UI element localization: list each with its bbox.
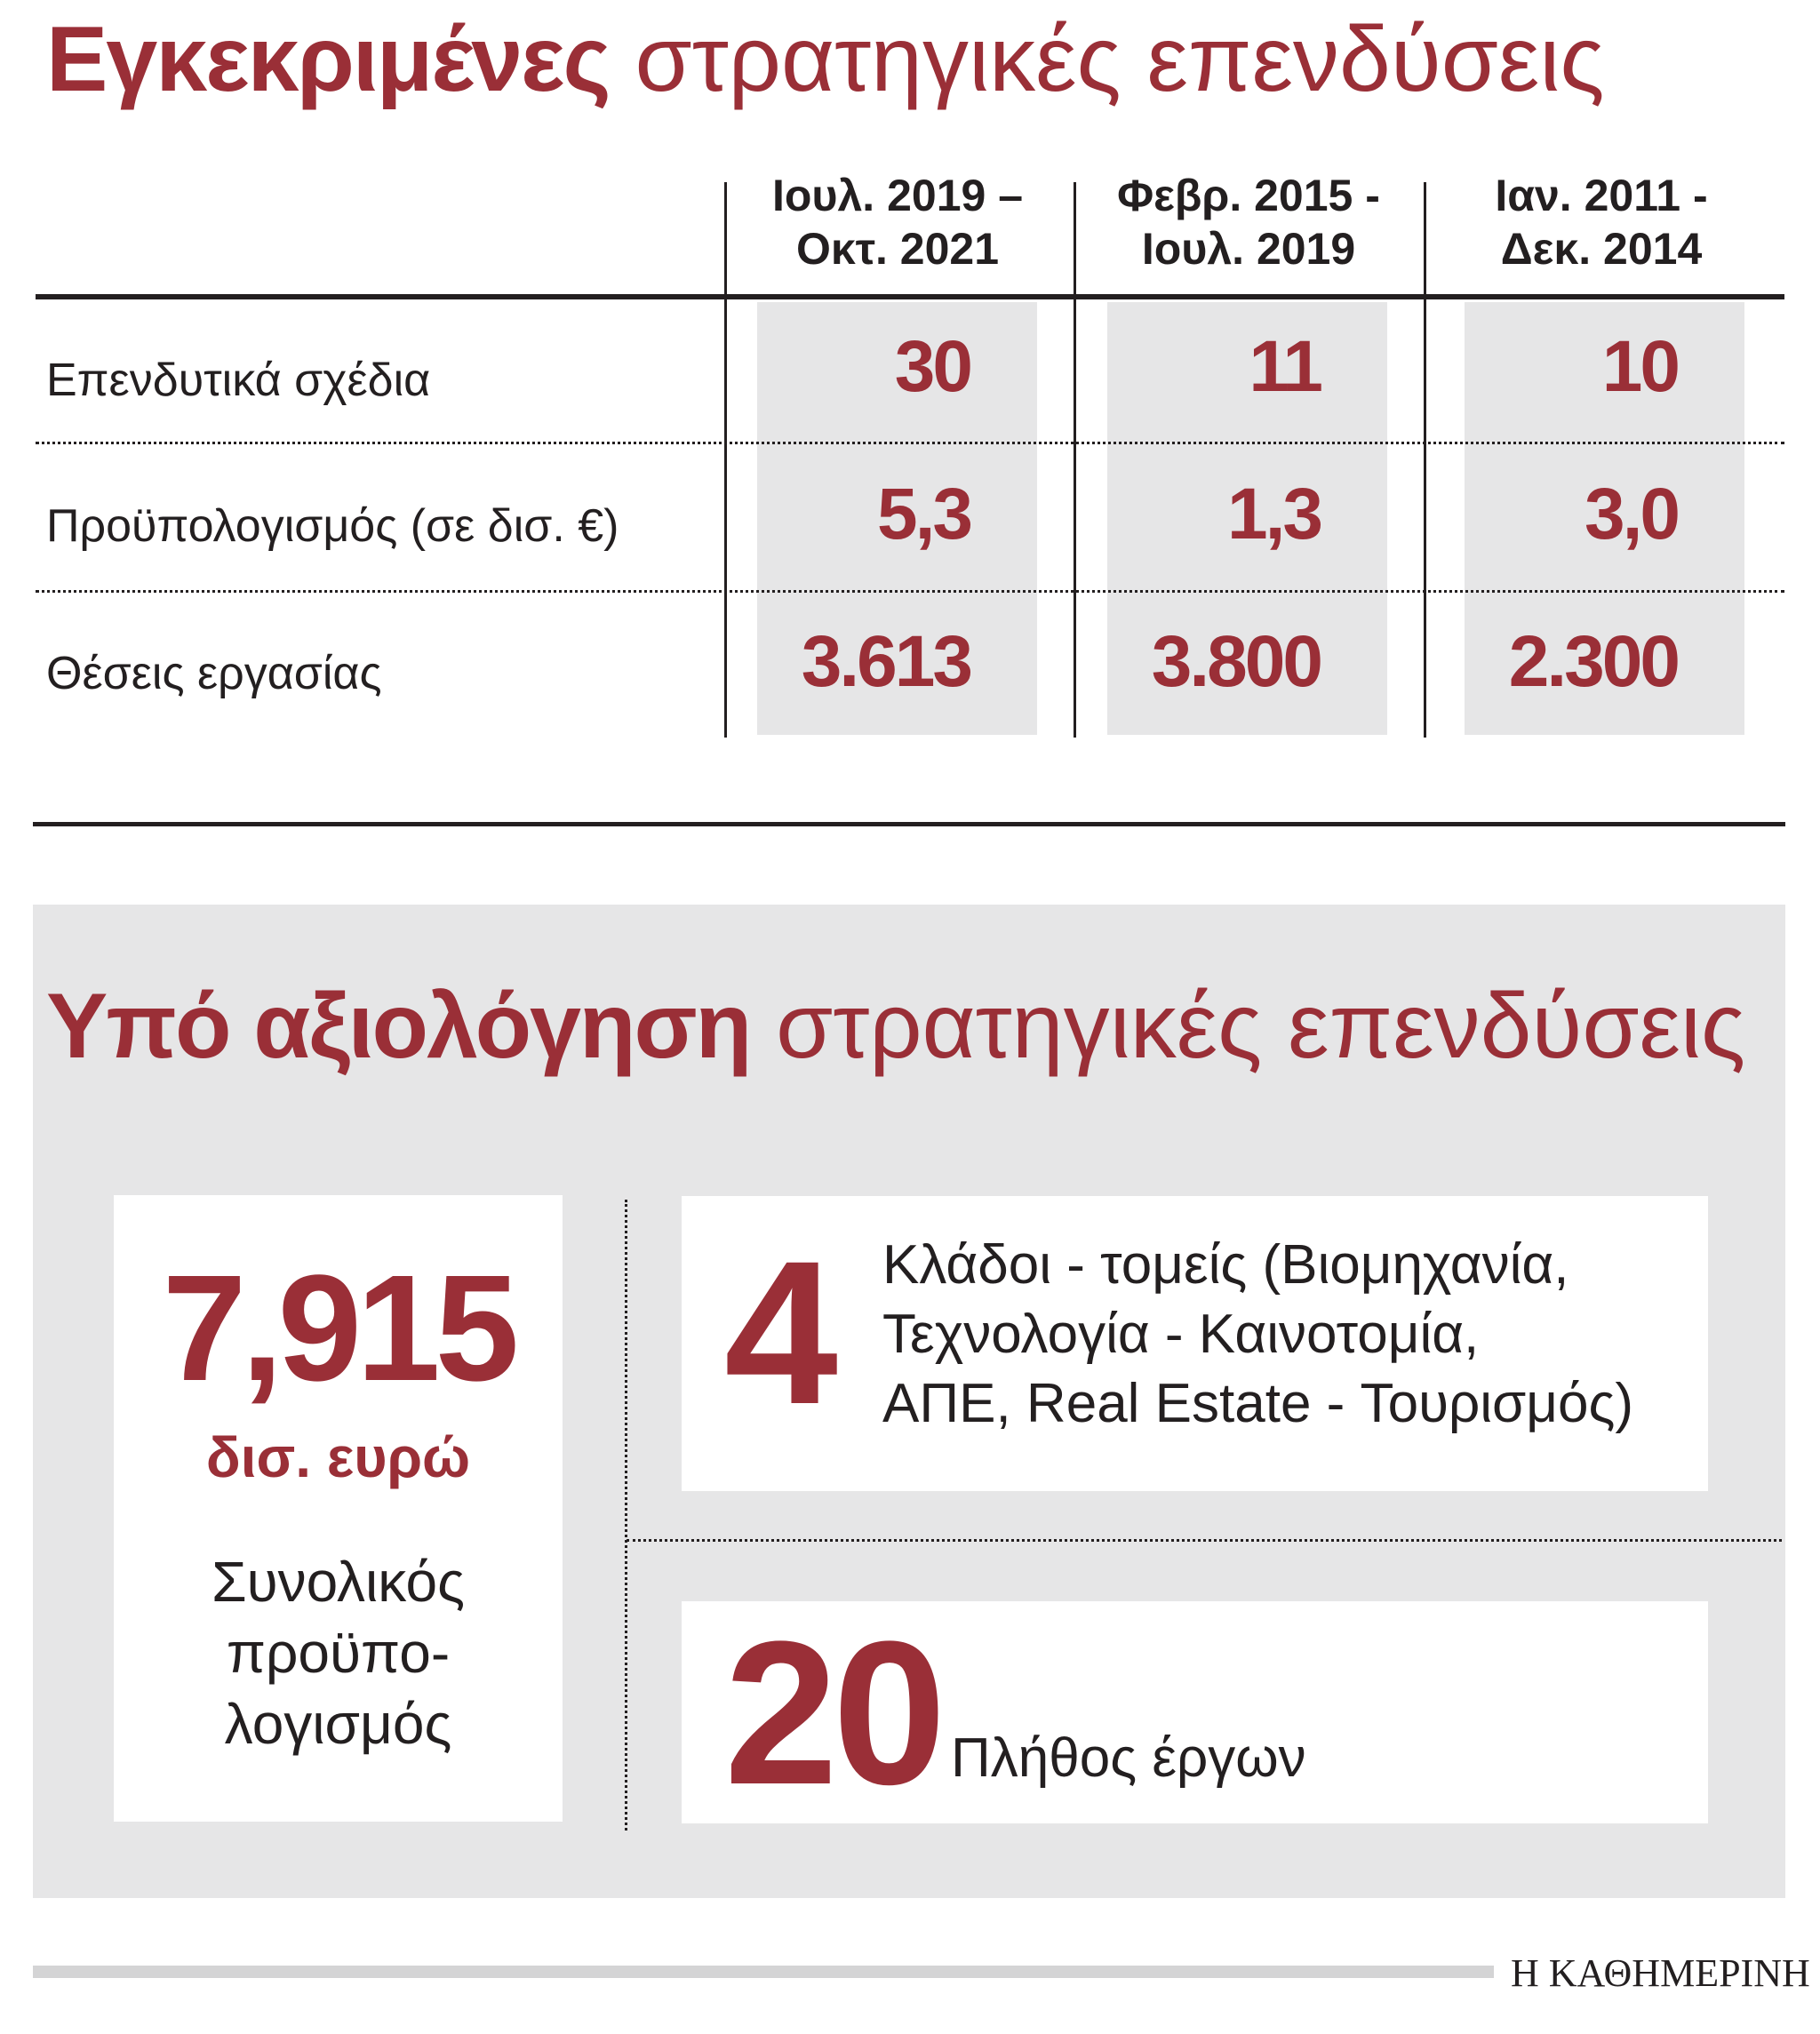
value-jobs-2019-2021: 3.613 [801,621,973,702]
sectors-description: Κλάδοι - τομείς (Βιομηχανία, Τεχνολογία … [882,1231,1633,1439]
column-shade-3 [1465,302,1744,735]
column-separator-1 [724,182,727,738]
value-jobs-2015-2019: 3.800 [1151,621,1323,702]
kathimerini-logo: Η ΚΑΘΗΜΕΡΙΝΗ [1511,1951,1810,1995]
row-label-budget: Προϋπολογισμός (σε δισ. €) [46,500,619,552]
projects-value: 20 [724,1599,946,1827]
column-header-3: Ιαν. 2011 - Δεκ. 2014 [1433,169,1770,275]
column-shade-2 [1107,302,1387,735]
value-jobs-2011-2014: 2.300 [1508,621,1680,702]
column-header-3-line1: Ιαν. 2011 - [1495,171,1708,220]
value-plans-2015-2019: 11 [1249,326,1323,407]
budget-label-line1: Συνολικός [212,1550,465,1614]
budget-value: 7,915 [162,1244,519,1413]
budget-label-line3: λογισμός [224,1692,452,1756]
value-budget-2015-2019: 1,3 [1227,474,1323,554]
row-divider-2 [36,590,1784,593]
column-header-2-line1: Φεβρ. 2015 - [1117,171,1380,220]
row-label-jobs: Θέσεις εργασίας [46,648,382,699]
value-plans-2011-2014: 10 [1601,326,1680,407]
sectors-card [682,1196,1708,1491]
budget-label-line2: προϋπο- [226,1621,451,1685]
approved-title-rest: στρατηγικές επενδύσεις [635,8,1605,111]
column-separator-2 [1074,182,1076,738]
column-header-1-line2: Οκτ. 2021 [795,224,1000,274]
column-header-1-line1: Ιουλ. 2019 – [771,171,1024,220]
column-header-1: Ιουλ. 2019 – Οκτ. 2021 [729,169,1066,275]
under-review-title-rest: στρατηγικές επενδύσεις [776,975,1746,1078]
sectors-description-line2: Τεχνολογία - Καινοτομία, [882,1304,1480,1365]
budget-label: Συνολικός προϋπο- λογισμός [114,1546,563,1759]
row-label-plans: Επενδυτικά σχέδια [46,355,431,406]
column-header-2-line2: Ιουλ. 2019 [1141,224,1356,274]
projects-description: Πλήθος έργων [951,1727,1306,1789]
value-budget-2019-2021: 5,3 [877,474,973,554]
section-separator [33,822,1785,826]
value-plans-2019-2021: 30 [894,326,973,407]
sectors-value: 4 [724,1218,838,1447]
column-shade-1 [757,302,1037,735]
footer-bar [33,1966,1494,1978]
panel-vertical-divider [625,1200,627,1831]
value-budget-2011-2014: 3,0 [1585,474,1680,554]
budget-unit: δισ. ευρώ [205,1425,471,1489]
column-separator-3 [1424,182,1426,738]
table-header-rule [36,294,1784,299]
approved-title-bold: Εγκεκριμένες [46,8,611,111]
approved-title: Εγκεκριμένες στρατηγικές επενδύσεις [46,2,1605,117]
sectors-description-line1: Κλάδοι - τομείς (Βιομηχανία, [882,1234,1569,1296]
budget-card [114,1195,563,1822]
sectors-description-line3: ΑΠΕ, Real Estate - Τουρισμός) [882,1373,1634,1434]
row-divider-1 [36,442,1784,444]
under-review-title-bold: Υπό αξιολόγηση [46,975,752,1078]
panel-horizontal-divider [627,1539,1782,1542]
column-header-2: Φεβρ. 2015 - Ιουλ. 2019 [1080,169,1417,275]
under-review-title: Υπό αξιολόγηση στρατηγικές επενδύσεις [46,969,1745,1084]
projects-card [682,1601,1708,1823]
column-header-3-line2: Δεκ. 2014 [1500,224,1703,274]
